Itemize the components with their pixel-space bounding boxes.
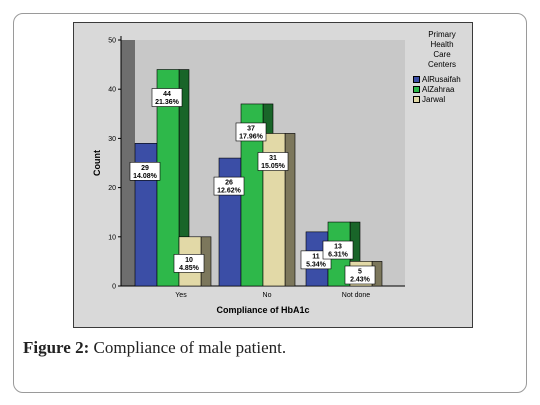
x-tick-label: Not done (342, 292, 371, 299)
bar (262, 133, 286, 287)
data-label-box (257, 152, 289, 171)
data-label-box (235, 122, 267, 142)
y-tick-label: 0 (112, 284, 116, 291)
data-label-value: 31 (269, 155, 277, 162)
legend-swatch (413, 95, 420, 103)
legend-title-line: Care (433, 50, 451, 59)
y-tick-label: 40 (108, 87, 116, 94)
data-label-value: 29 (141, 165, 149, 172)
y-tick-label: 10 (108, 234, 116, 241)
data-label-box (322, 240, 354, 260)
data-label-percent: 6.31% (328, 252, 349, 259)
x-tick-label: No (263, 292, 272, 299)
data-label-box (173, 254, 205, 273)
legend-label: AlZahraa (422, 84, 455, 94)
legend: Primary Health Care Centers AlRusaifah A… (413, 30, 471, 104)
caption-text: Compliance of male patient. (89, 338, 287, 357)
legend-item-alrusaifah: AlRusaifah (413, 74, 471, 84)
legend-label: AlRusaifah (422, 74, 461, 84)
x-tick-label: Yes (175, 292, 187, 299)
data-label-percent: 2.43% (350, 277, 371, 284)
data-label-box (344, 265, 376, 285)
legend-swatch (413, 75, 420, 83)
legend-title: Primary Health Care Centers (413, 30, 471, 70)
data-label-box (129, 162, 161, 181)
figure-caption: Figure 2: Compliance of male patient. (23, 338, 286, 358)
caption-label: Figure 2: (23, 338, 90, 357)
y-tick-label: 20 (108, 185, 116, 192)
data-label-box (213, 176, 245, 196)
data-label-value: 26 (225, 180, 233, 187)
data-label-percent: 5.34% (306, 261, 327, 268)
data-label-value: 44 (163, 91, 171, 98)
y-tick-label: 50 (108, 38, 116, 45)
data-label-value: 11 (312, 253, 320, 260)
data-label-box (151, 88, 183, 107)
y-axis-title: Count (92, 150, 102, 176)
legend-item-alzahraa: AlZahraa (413, 84, 471, 94)
data-label-percent: 17.96% (239, 133, 264, 140)
data-label-value: 5 (358, 269, 362, 276)
legend-title-line: Centers (427, 60, 456, 69)
data-label-percent: 14.08% (133, 173, 158, 180)
data-label-value: 13 (334, 244, 342, 251)
legend-item-jarwal: Jarwal (413, 94, 471, 104)
legend-title-line: Health (430, 40, 454, 49)
legend-label: Jarwal (422, 94, 446, 104)
data-label-percent: 12.62% (217, 188, 242, 195)
y-tick-label: 30 (108, 136, 116, 143)
legend-title-line: Primary (428, 30, 456, 39)
data-label-percent: 15.05% (261, 163, 286, 170)
x-axis-title: Compliance of HbA1c (216, 305, 309, 315)
data-label-percent: 21.36% (155, 99, 180, 106)
data-label-value: 10 (185, 257, 193, 264)
back-side-wall (121, 40, 135, 286)
data-label-percent: 4.85% (179, 265, 200, 272)
legend-swatch (413, 85, 420, 93)
data-label-value: 37 (247, 125, 255, 132)
